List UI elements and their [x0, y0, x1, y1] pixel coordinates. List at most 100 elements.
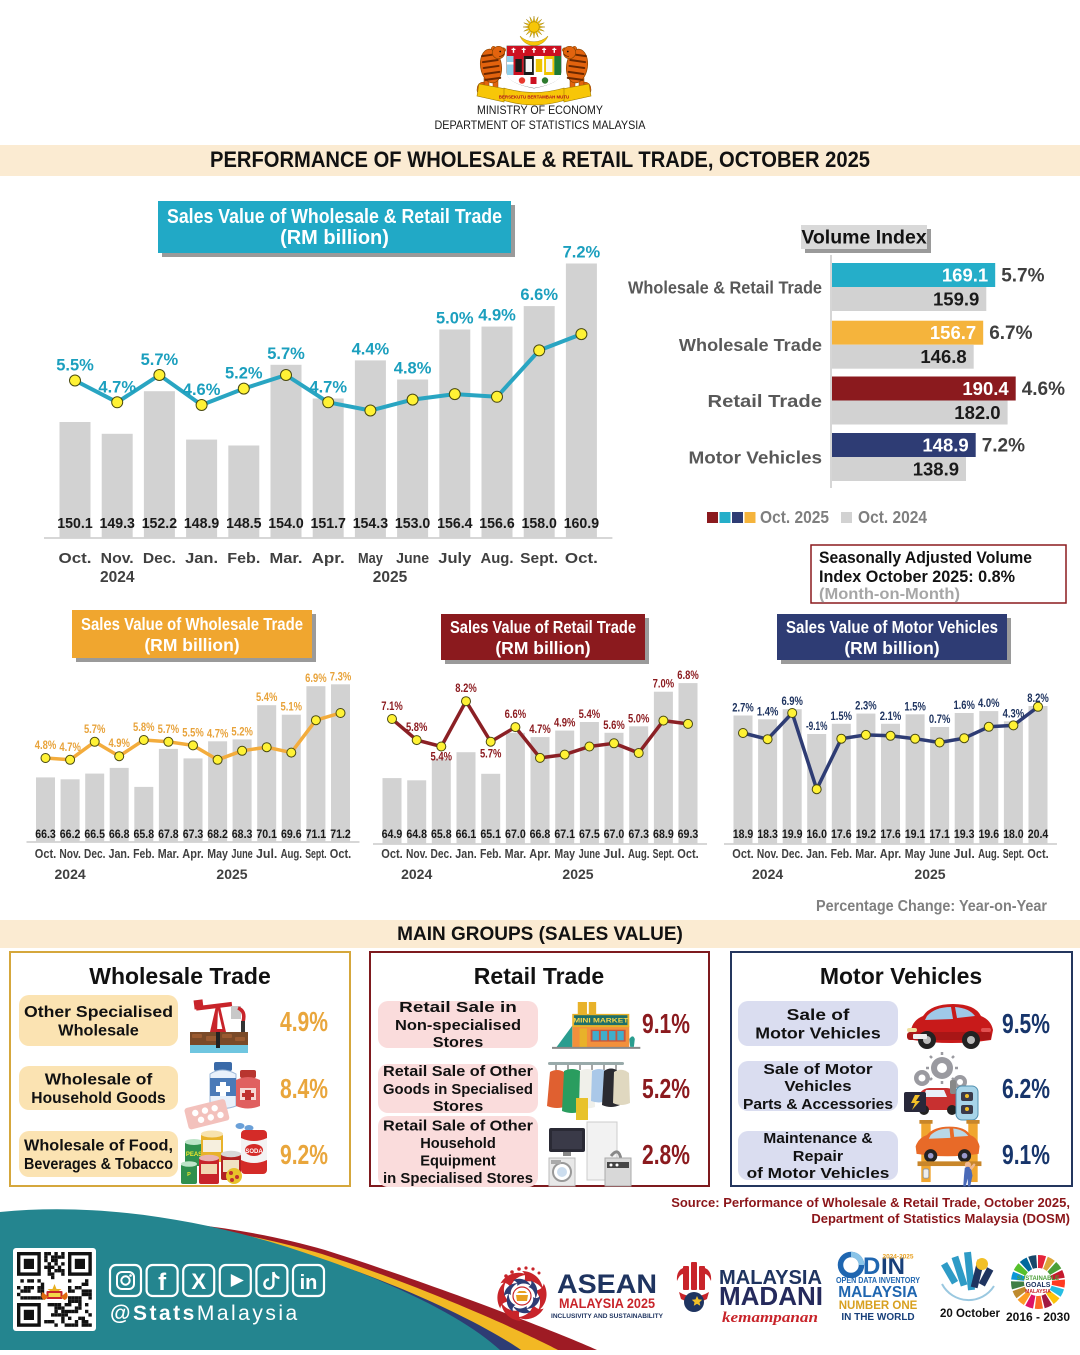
svg-text:9.1%: 9.1% [1002, 1139, 1050, 1170]
svg-text:Apr.: Apr. [182, 847, 203, 861]
svg-text:Jul.: Jul. [954, 847, 975, 861]
svg-text:154.3: 154.3 [353, 516, 388, 532]
svg-text:68.3: 68.3 [232, 829, 253, 841]
svg-text:Source: Performance of Wholesa: Source: Performance of Wholesale & Retai… [671, 1195, 1070, 1210]
svg-text:-9.1%: -9.1% [806, 721, 828, 733]
svg-text:4.7%: 4.7% [59, 742, 81, 754]
svg-text:Mar.: Mar. [505, 847, 527, 861]
svg-text:May: May [554, 847, 575, 861]
svg-text:Feb.: Feb. [227, 550, 260, 567]
svg-text:Goods in Specialised: Goods in Specialised [383, 1081, 533, 1098]
svg-text:(RM billion): (RM billion) [495, 638, 590, 658]
svg-text:(RM billion): (RM billion) [844, 638, 939, 658]
svg-text:7.2%: 7.2% [563, 244, 601, 262]
svg-text:Retail Sale of Other: Retail Sale of Other [383, 1063, 533, 1080]
svg-text:Motor Vehicles: Motor Vehicles [755, 1025, 881, 1042]
svg-text:BERSEKUTU BERTAMBAH MUTU: BERSEKUTU BERTAMBAH MUTU [499, 95, 569, 100]
svg-text:Jan.: Jan. [806, 847, 827, 861]
svg-text:Seasonally Adjusted Volume: Seasonally Adjusted Volume [819, 549, 1032, 567]
svg-text:66.8: 66.8 [530, 829, 551, 841]
svg-text:Oct.: Oct. [677, 847, 699, 861]
svg-text:6.7%: 6.7% [989, 323, 1032, 344]
svg-text:DEPARTMENT OF STATISTICS MALAY: DEPARTMENT OF STATISTICS MALAYSIA [435, 120, 646, 132]
svg-text:4.7%: 4.7% [529, 724, 551, 736]
svg-text:159.9: 159.9 [933, 289, 979, 310]
svg-text:66.1: 66.1 [456, 829, 477, 841]
svg-text:150.1: 150.1 [57, 516, 92, 532]
svg-text:Jan.: Jan. [455, 847, 477, 861]
svg-text:4.6%: 4.6% [183, 381, 221, 399]
svg-text:4.7%: 4.7% [98, 378, 136, 396]
svg-text:Wholesale & Retail Trade: Wholesale & Retail Trade [628, 278, 822, 298]
svg-text:Motor Vehicles: Motor Vehicles [689, 448, 823, 468]
svg-text:IN: IN [881, 1253, 905, 1280]
svg-text:Department of Statistics Malay: Department of Statistics Malaysia (DOSM) [811, 1211, 1070, 1226]
svg-text:67.1: 67.1 [554, 829, 575, 841]
svg-text:146.8: 146.8 [920, 346, 966, 367]
svg-text:68.2: 68.2 [207, 829, 228, 841]
svg-text:1.6%: 1.6% [953, 700, 975, 712]
svg-text:Feb.: Feb. [480, 847, 502, 861]
svg-text:67.0: 67.0 [604, 829, 625, 841]
svg-text:9.2%: 9.2% [280, 1139, 328, 1170]
svg-text:Oct.: Oct. [35, 847, 56, 861]
svg-text:4.8%: 4.8% [394, 360, 432, 378]
svg-text:20.4: 20.4 [1028, 829, 1049, 841]
svg-text:66.3: 66.3 [35, 829, 56, 841]
svg-text:5.2%: 5.2% [225, 365, 263, 383]
svg-text:1.5%: 1.5% [831, 711, 853, 723]
svg-text:2025: 2025 [914, 866, 945, 882]
svg-text:2024: 2024 [401, 866, 432, 882]
svg-text:5.7%: 5.7% [480, 749, 502, 761]
svg-text:Retail Trade: Retail Trade [708, 391, 823, 411]
svg-text:71.1: 71.1 [306, 829, 327, 841]
svg-text:5.7%: 5.7% [84, 724, 106, 736]
svg-text:19.9: 19.9 [782, 829, 803, 841]
svg-text:190.4: 190.4 [962, 378, 1009, 399]
svg-text:Oct.: Oct. [732, 847, 753, 861]
svg-text:4.4%: 4.4% [352, 340, 390, 358]
svg-text:Dec.: Dec. [84, 847, 105, 861]
svg-text:5.1%: 5.1% [281, 702, 303, 714]
svg-text:June: June [929, 847, 950, 861]
svg-text:5.7%: 5.7% [1001, 266, 1044, 287]
svg-text:2024: 2024 [752, 866, 783, 882]
svg-text:Wholesale Trade: Wholesale Trade [679, 335, 822, 355]
svg-text:Household Goods: Household Goods [31, 1090, 165, 1107]
svg-text:16.0: 16.0 [806, 829, 827, 841]
svg-text:149.3: 149.3 [100, 516, 135, 532]
svg-text:f: f [158, 1269, 167, 1296]
svg-text:4.9%: 4.9% [478, 307, 516, 325]
svg-text:Jan.: Jan. [109, 847, 130, 861]
svg-text:5.2%: 5.2% [231, 726, 253, 738]
svg-text:Feb.: Feb. [133, 847, 154, 861]
svg-text:9.1%: 9.1% [642, 1008, 690, 1039]
svg-text:5.4%: 5.4% [431, 752, 453, 764]
svg-text:4.9%: 4.9% [280, 1006, 328, 1037]
svg-text:Apr.: Apr. [880, 847, 901, 861]
svg-text:6.9%: 6.9% [305, 673, 327, 685]
svg-text:NUMBER ONE: NUMBER ONE [839, 1300, 918, 1312]
svg-text:Aug.: Aug. [978, 847, 999, 861]
svg-text:4.9%: 4.9% [554, 718, 576, 730]
svg-text:1.4%: 1.4% [757, 706, 779, 718]
svg-text:65.1: 65.1 [480, 829, 501, 841]
svg-text:Oct. 2025: Oct. 2025 [760, 507, 829, 527]
svg-text:kemampanan: kemampanan [722, 1310, 818, 1326]
svg-text:5.2%: 5.2% [642, 1073, 690, 1104]
svg-text:17.1: 17.1 [929, 829, 950, 841]
svg-text:4.7%: 4.7% [309, 378, 347, 396]
svg-text:66.8: 66.8 [109, 829, 130, 841]
svg-text:156.6: 156.6 [479, 516, 514, 532]
svg-text:5.6%: 5.6% [603, 720, 625, 732]
svg-text:Sales Value of Retail Trade: Sales Value of Retail Trade [450, 617, 636, 637]
svg-text:4.6%: 4.6% [1022, 379, 1065, 400]
svg-text:Beverages & Tobacco: Beverages & Tobacco [24, 1156, 173, 1173]
svg-text:Dec.: Dec. [431, 847, 453, 861]
svg-text:67.0: 67.0 [505, 829, 526, 841]
svg-text:18.0: 18.0 [1003, 829, 1024, 841]
svg-text:Aug.: Aug. [481, 550, 514, 567]
svg-text:Oct.: Oct. [565, 550, 598, 567]
svg-text:OPEN DATA INVENTORY: OPEN DATA INVENTORY [836, 1276, 921, 1285]
svg-text:Nov.: Nov. [59, 847, 80, 861]
